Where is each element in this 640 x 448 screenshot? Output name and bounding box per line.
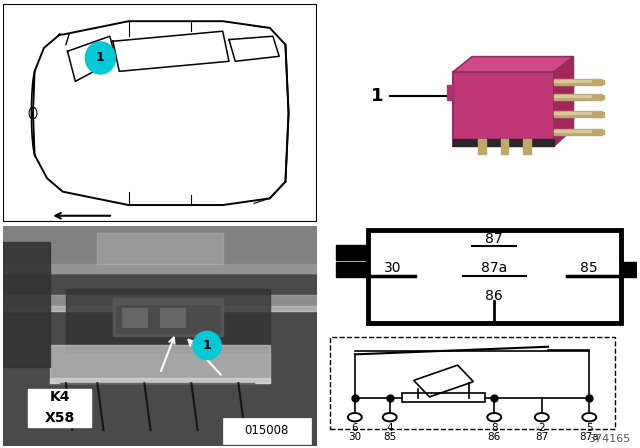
Bar [554,130,602,132]
Bar [554,112,602,114]
Bar [367,230,621,323]
Text: 015008: 015008 [244,424,289,437]
Text: 86: 86 [485,289,503,302]
Bar [336,245,367,260]
Bar [116,305,220,333]
Text: 8: 8 [491,422,497,433]
Bar [3,264,317,273]
Text: 87: 87 [485,232,503,246]
Bar [122,308,147,327]
Bar [3,226,317,273]
Bar [3,242,51,367]
Circle shape [85,42,115,74]
Text: 5: 5 [586,422,593,433]
Text: 30: 30 [384,261,402,275]
Bar [523,139,531,155]
Circle shape [193,332,221,359]
Text: 374165: 374165 [588,434,630,444]
Bar [593,129,604,134]
Bar [447,85,454,100]
Bar [593,112,604,116]
Bar [403,393,484,402]
Bar [113,298,223,336]
FancyBboxPatch shape [453,72,554,146]
Bar [3,306,317,311]
Bar [554,112,602,117]
Bar [330,337,614,429]
Text: 87: 87 [535,432,548,442]
Text: 87a: 87a [579,432,599,442]
Bar [97,233,223,264]
Bar [554,94,602,100]
Bar [593,80,604,84]
Text: 85: 85 [580,261,598,275]
Bar [160,308,185,327]
Text: 2: 2 [538,422,545,433]
Polygon shape [453,56,573,72]
Bar [336,262,367,276]
Bar [66,289,270,352]
Polygon shape [554,56,573,146]
Text: 86: 86 [488,432,501,442]
Bar [621,262,640,276]
Bar [3,295,317,311]
Bar [479,139,486,155]
Bar [223,418,310,444]
Text: 6: 6 [351,422,358,433]
Text: 4: 4 [387,422,393,433]
Bar [593,95,604,99]
Text: 85: 85 [383,432,396,442]
Bar [554,95,602,97]
Text: K4: K4 [49,390,70,404]
Text: 87a: 87a [481,261,508,275]
Bar [500,139,509,155]
Bar [28,389,91,427]
Text: 1: 1 [96,52,105,65]
Bar [453,139,554,146]
Bar [51,345,270,383]
Text: 1: 1 [203,339,211,352]
Text: 30: 30 [348,432,362,442]
Bar [554,79,602,85]
Text: 1: 1 [371,87,383,105]
Bar [554,129,602,135]
Bar [554,80,602,82]
Text: X58: X58 [45,410,75,425]
Bar [51,378,270,383]
Bar [413,365,474,397]
